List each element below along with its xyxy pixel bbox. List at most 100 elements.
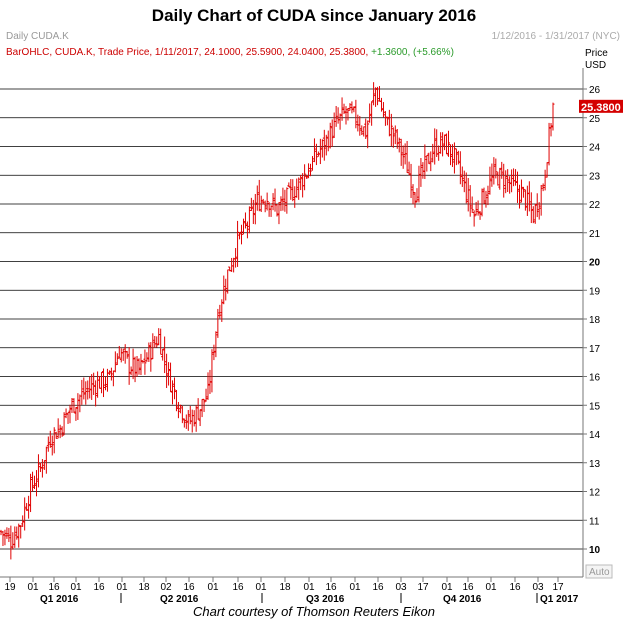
ohlc-bar <box>201 399 204 417</box>
ohlc-bar <box>398 138 401 153</box>
ohlc-bar <box>378 86 381 101</box>
ohlc-bar <box>236 221 239 267</box>
ohlc-bar <box>130 367 133 376</box>
ohlc-bar <box>283 190 286 212</box>
last-price-text: 25.3800 <box>581 102 621 114</box>
ohlc-bar <box>27 496 30 519</box>
ohlc-bar <box>542 183 545 191</box>
ohlc-bar <box>540 185 543 216</box>
ohlc-bar <box>276 204 279 216</box>
ohlc-bar <box>270 205 273 217</box>
ohlc-bar <box>530 192 533 223</box>
price-axis-label: Price <box>585 48 608 59</box>
ohlc-bar <box>143 349 146 374</box>
ohlc-bar <box>47 436 50 451</box>
ohlc-bar <box>455 149 458 165</box>
x-tick-label-16: 16 <box>372 582 384 593</box>
ohlc-bar <box>421 162 424 179</box>
ohlc-bar <box>390 114 393 146</box>
x-tick-label-3: 01 <box>70 582 82 593</box>
y-tick-label-22: 22 <box>589 200 601 211</box>
x-tick-label-18: 17 <box>417 582 429 593</box>
ohlc-bar <box>238 232 241 239</box>
ohlc-bar <box>11 532 14 549</box>
ohlc-bar <box>388 110 391 136</box>
ohlc-bar <box>120 348 123 362</box>
ohlc-bar <box>104 377 107 391</box>
ohlc-bar <box>473 210 476 226</box>
ohlc-bar <box>368 103 371 122</box>
ohlc-bar <box>333 113 336 138</box>
ohlc-bar <box>252 200 255 224</box>
y-tick-label-25: 25 <box>589 114 601 125</box>
ohlc-bar <box>128 347 131 385</box>
ohlc-bar <box>337 107 340 123</box>
ohlc-bar <box>274 189 277 212</box>
ohlc-bar <box>205 389 208 402</box>
ohlc-bar <box>147 342 150 362</box>
ohlc-bar <box>23 497 26 530</box>
ohlc-bar <box>293 186 296 208</box>
ohlc-bar <box>254 194 257 224</box>
ohlc-bar <box>321 139 324 157</box>
ohlc-bar <box>88 377 91 399</box>
ohlc-bar <box>199 410 202 426</box>
ohlc-bar <box>124 344 127 364</box>
ohlc-bar <box>0 530 3 535</box>
y-tick-label-12: 12 <box>589 488 601 499</box>
x-tick-label-20: 16 <box>462 582 474 593</box>
ohlc-bar <box>159 329 162 355</box>
ohlc-bar <box>7 528 10 542</box>
ohlc-bar <box>508 176 511 193</box>
x-tick-label-0: 19 <box>4 582 16 593</box>
ohlc-bar <box>65 408 68 418</box>
ohlc-bar <box>49 431 52 448</box>
x-tick-label-7: 02 <box>160 582 172 593</box>
auto-button[interactable]: Auto <box>586 565 612 578</box>
ohlc-bar <box>500 162 503 179</box>
ohlc-bar <box>514 169 517 186</box>
ohlc-bar <box>406 141 409 173</box>
ohlc-bar <box>90 374 93 400</box>
ohlc-bar <box>532 206 535 223</box>
x-tick-label-24: 17 <box>552 582 564 593</box>
ohlc-bar <box>106 369 109 392</box>
ohlc-bar <box>9 526 12 560</box>
ohlc-bar <box>484 191 487 208</box>
ohlc-bar <box>348 103 351 110</box>
ohlc-bar <box>299 175 302 190</box>
ohlc-bar <box>195 405 198 432</box>
ohlc-bar <box>240 225 243 245</box>
ohlc-bar <box>232 258 235 273</box>
x-tick-label-6: 18 <box>138 582 150 593</box>
ohlc-bar <box>165 354 168 388</box>
ohlc-bar <box>84 381 87 404</box>
ohlc-bar <box>481 188 484 216</box>
ohlc-bar <box>262 199 265 204</box>
y-axis: 10 11 12 13 14 15 16 17 18 19 20 21 22 23 24 25 26 <box>583 85 601 556</box>
x-axis: 19 01 16 01 16 01 18 02 16 01 16 01 18 01 16 01 16 03 17 01… <box>4 577 578 605</box>
ohlc-bar <box>183 419 186 428</box>
ohlc-bar <box>157 328 160 345</box>
x-tick-label-13: 01 <box>303 582 315 593</box>
y-tick-label-18: 18 <box>589 315 601 326</box>
y-tick-label-13: 13 <box>589 459 601 470</box>
ohlc-bar <box>384 111 387 126</box>
ohlc-bar <box>171 380 174 404</box>
ohlc-bar <box>400 139 403 166</box>
ohlc-bar <box>356 115 359 132</box>
ohlc-bar <box>145 352 148 362</box>
y-tick-label-17: 17 <box>589 344 601 355</box>
ohlc-bar <box>524 189 527 210</box>
ohlc-bar <box>461 167 464 187</box>
ohlc-bar <box>69 405 72 424</box>
ohlc-bar <box>230 258 233 272</box>
ohlc-bar <box>212 345 215 360</box>
ohlc-bar <box>319 139 322 164</box>
x-tick-label-22: 16 <box>509 582 521 593</box>
ohlc-bar <box>197 398 200 420</box>
x-tick-label-10: 16 <box>232 582 244 593</box>
y-tick-label-21: 21 <box>589 229 601 240</box>
y-tick-label-19: 19 <box>589 286 601 297</box>
ohlc-bar <box>439 132 442 154</box>
